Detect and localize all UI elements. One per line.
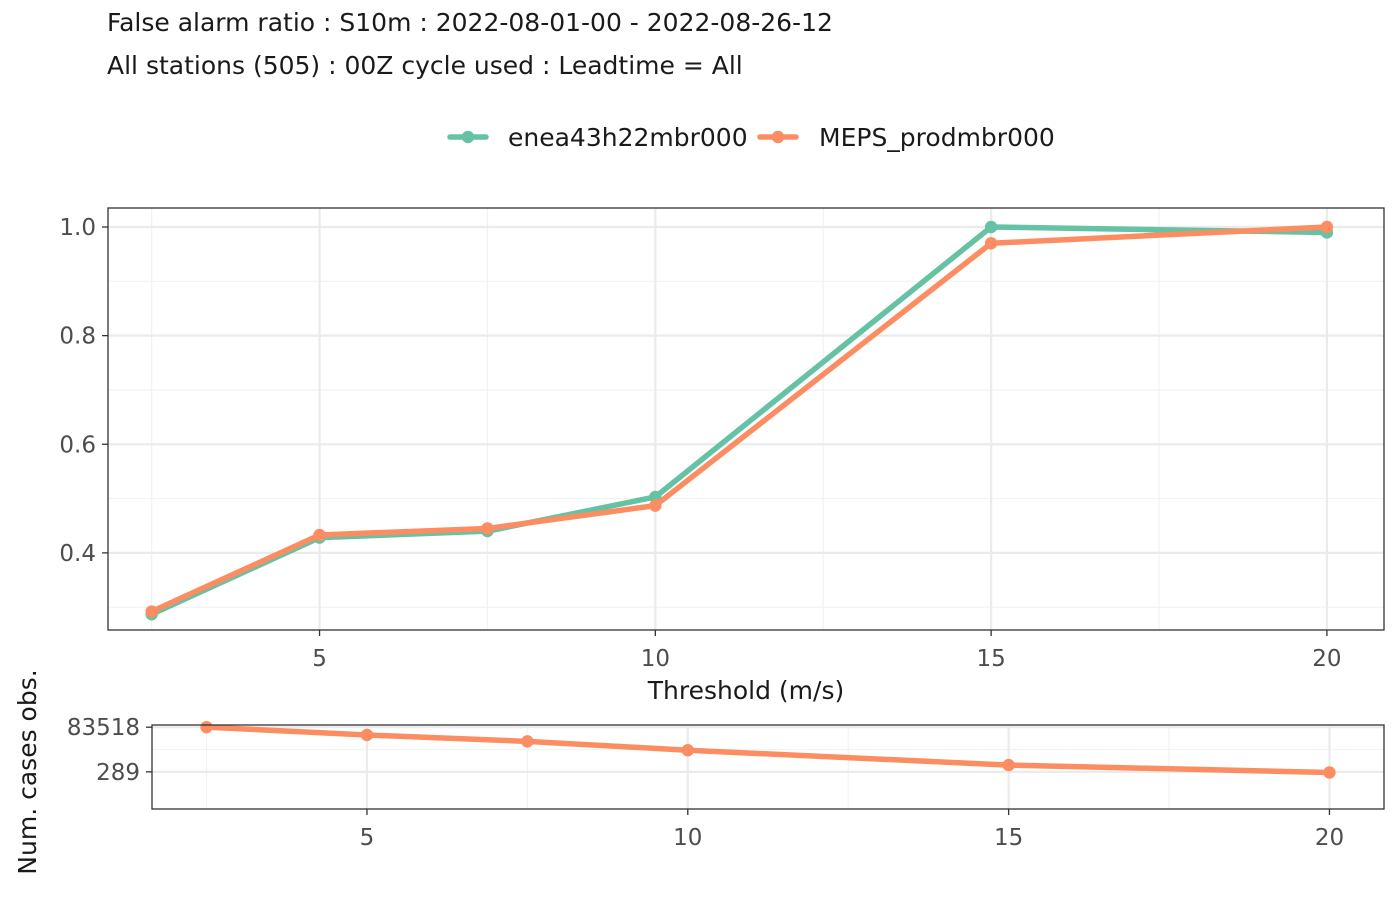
panel-border	[151, 724, 1385, 810]
y-axis-title: Num. cases obs.	[13, 669, 42, 874]
legend-label: enea43h22mbr000	[508, 123, 748, 152]
data-point-enea43h22mbr000	[984, 220, 998, 234]
series-line-MEPS_prodmbr000	[203, 724, 1333, 776]
series-line-enea43h22mbr000	[148, 224, 1330, 617]
main-panel: 5 10 15 20 0.4 0.6 0.8 1.0 Threshold (m/s)	[59, 207, 1385, 705]
y-tick-label: 0.4	[59, 541, 96, 567]
y-tick-label: 1.0	[59, 215, 96, 241]
data-point-MEPS_prodmbr000	[1320, 220, 1334, 234]
data-point-MEPS_prodmbr000	[200, 720, 213, 734]
y-tick-label: 289	[96, 760, 140, 786]
data-point-MEPS_prodmbr000	[313, 528, 326, 542]
data-point-MEPS_prodmbr000	[481, 522, 494, 535]
x-tick-label: 5	[312, 646, 327, 672]
x-tick-label: 20	[1315, 825, 1344, 851]
data-point-MEPS_prodmbr000	[649, 499, 662, 512]
count-panel: 5 10 15 20 289 83518 Num. cases obs.	[13, 669, 1385, 875]
x-tick-label: 5	[360, 825, 375, 851]
series-line-MEPS_prodmbr000	[148, 224, 1330, 615]
data-point-MEPS_prodmbr000	[1002, 758, 1015, 772]
x-tick-label: 10	[641, 646, 670, 672]
legend-label: MEPS_prodmbr000	[819, 123, 1055, 152]
x-axis-title: Threshold (m/s)	[647, 676, 844, 705]
legend-key-point-MEPS_prodmbr000	[771, 130, 785, 144]
data-point-MEPS_prodmbr000	[145, 605, 158, 618]
y-tick-label: 0.8	[59, 324, 96, 350]
data-point-MEPS_prodmbr000	[681, 744, 694, 757]
x-tick-label: 10	[673, 825, 702, 851]
y-tick-label: 0.6	[59, 432, 96, 458]
panel-border	[107, 207, 1385, 631]
x-tick-label: 15	[994, 825, 1023, 851]
x-tick-label: 20	[1312, 646, 1341, 672]
chart-title-line-1: False alarm ratio : S10m : 2022-08-01-00…	[107, 8, 833, 37]
data-point-MEPS_prodmbr000	[1323, 766, 1336, 779]
legend: enea43h22mbr000 MEPS_prodmbr000	[447, 123, 1055, 152]
legend-key-point-enea43h22mbr000	[461, 130, 475, 144]
data-point-MEPS_prodmbr000	[984, 237, 998, 250]
y-tick-label: 83518	[67, 715, 140, 741]
x-tick-label: 15	[976, 646, 1005, 672]
data-point-MEPS_prodmbr000	[360, 728, 374, 742]
data-point-MEPS_prodmbr000	[521, 735, 534, 748]
chart-title-line-2: All stations (505) : 00Z cycle used : Le…	[107, 51, 743, 80]
